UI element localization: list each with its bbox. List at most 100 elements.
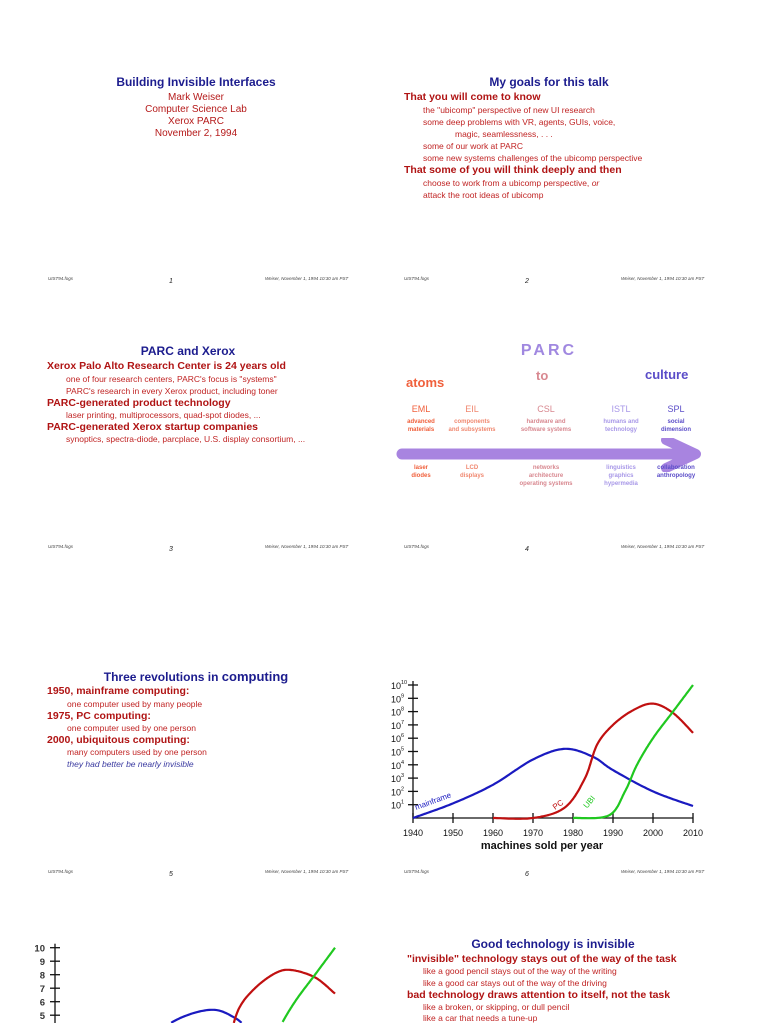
y-tick-exponent: 5 (401, 747, 404, 753)
y-tick-label: 9 (40, 957, 45, 968)
lab-products: laser diodes (411, 465, 431, 479)
y-tick-exponent: 3 (401, 773, 404, 779)
chart-linear: 5 6 7 8 9 10 (34, 943, 336, 1023)
bullet: like a broken, or skipping, or dull penc… (423, 1002, 570, 1012)
slide-title: Three revolutions in computing (104, 669, 288, 684)
bullet: synoptics, spectra-diode, parcplace, U.S… (66, 434, 306, 444)
lab-products: networks architecture operating systems (519, 465, 573, 487)
x-tick-label: 1980 (563, 828, 583, 838)
bullet: laser printing, multiprocessors, quad-sp… (66, 410, 261, 420)
lab-focus: components and subsystems (448, 419, 496, 433)
page-number: 5 (169, 871, 173, 878)
slide-title: PARC and Xerox (140, 344, 236, 358)
lab-name: ISTL (611, 404, 631, 414)
footer-timestamp: Weiser, November 1, 1994 10:30 am PST (621, 869, 705, 874)
heading: 1975, PC computing: (47, 710, 151, 722)
series-label: UBI (582, 794, 597, 810)
footer-filename: UIST94.fogs (404, 544, 430, 549)
label-to: to (536, 368, 549, 383)
footer-filename: UIST94.fogs (404, 276, 430, 281)
lab-name: EIL (465, 404, 479, 414)
lab: Computer Science Lab (145, 104, 247, 115)
org: Xerox PARC (168, 116, 224, 127)
bullet: magic, seamlessness, . . . (455, 129, 553, 139)
y-tick-label: 6 (40, 998, 45, 1009)
page-number: 1 (169, 278, 173, 285)
y-tick-label: 10 (391, 748, 401, 758)
bullet: the "ubicomp" perspective of new UI rese… (423, 105, 595, 115)
lab-name: EML (411, 404, 431, 414)
footer-filename: UIST94.fogs (48, 276, 74, 281)
bullet: like a good car stays out of the way of … (423, 978, 607, 988)
heading: That you will come to know (404, 91, 541, 103)
bullet: attack the root ideas of ubicomp (423, 190, 544, 200)
x-tick-label: 1940 (403, 828, 423, 838)
lab-focus: hardware and software systems (520, 419, 572, 433)
y-tick-label: 10 (34, 944, 45, 955)
footer-timestamp: Weiser, November 1, 1994 10:30 am PST (621, 544, 705, 549)
page-number: 3 (169, 546, 173, 553)
x-tick-label: 1990 (603, 828, 623, 838)
lab-focus: social dimension (660, 419, 692, 433)
label-culture: culture (645, 367, 689, 382)
heading: PARC-generated Xerox startup companies (47, 421, 259, 433)
heading: bad technology draws attention to itself… (407, 989, 671, 1001)
y-tick-label: 10 (391, 734, 401, 744)
y-tick-label: 10 (391, 774, 401, 784)
heading: "invisible" technology stays out of the … (407, 953, 677, 965)
x-tick-label: 1950 (443, 828, 463, 838)
y-tick-label: 10 (391, 761, 401, 771)
bullet: choose to work from a ubicomp perspectiv… (423, 178, 599, 188)
series-line-mainframe (170, 1008, 243, 1023)
bullet: many computers used by one person (67, 747, 207, 757)
arrow (396, 438, 701, 472)
y-tick-exponent: 7 (401, 720, 404, 726)
y-tick-label: 5 (40, 1011, 46, 1022)
page-number: 2 (525, 278, 529, 285)
bullet: one computer used by many people (67, 699, 203, 709)
page-number: 6 (525, 871, 529, 878)
arrow-head (661, 438, 701, 472)
y-tick-exponent: 1 (401, 800, 404, 806)
title-part: Three revolutions in (103, 670, 222, 684)
title-part: computing (221, 669, 289, 684)
bullet: one of four research centers, PARC's foc… (66, 374, 277, 384)
series-line-mainframe (412, 747, 694, 820)
series-line-pc (232, 968, 336, 1023)
series-line-ubi (281, 947, 336, 1023)
lab-products: collaboration anthropology (656, 465, 696, 479)
x-tick-label: 1960 (483, 828, 503, 838)
series-line-pc (493, 702, 694, 820)
y-tick-exponent: 9 (401, 693, 404, 699)
y-tick-exponent: 10 (401, 680, 407, 686)
bullet-or: or (591, 178, 600, 188)
lab-focus: humans and technology (603, 419, 639, 433)
slide-title: My goals for this talk (489, 75, 609, 89)
bullet: one computer used by one person (67, 723, 197, 733)
lab-name: SPL (667, 404, 685, 414)
author: Mark Weiser (168, 92, 224, 103)
heading: 2000, ubiquitous computing: (47, 734, 190, 746)
heading: 1950, mainframe computing: (47, 685, 190, 697)
y-tick-exponent: 6 (401, 733, 404, 739)
slide-title: Good technology is invisible (471, 937, 635, 951)
y-tick-exponent: 2 (401, 786, 404, 792)
y-tick-label: 10 (391, 694, 401, 704)
y-tick-label: 7 (40, 984, 45, 995)
date: November 2, 1994 (154, 128, 238, 139)
y-tick-label: 10 (391, 787, 401, 797)
lab-focus: advanced materials (407, 419, 435, 433)
bullet: some deep problems with VR, agents, GUIs… (423, 117, 616, 127)
label-atoms: atoms (406, 375, 445, 390)
x-tick-label: 2000 (643, 828, 663, 838)
footer-timestamp: Weiser, November 1, 1994 10:30 am PST (265, 276, 349, 281)
slide-title: Building Invisible Interfaces (116, 75, 276, 89)
bullet: some new systems challenges of the ubico… (423, 153, 643, 163)
footer-filename: UIST94.fogs (48, 544, 74, 549)
footer-filename: UIST94.fogs (48, 869, 74, 874)
y-tick-label: 10 (391, 708, 401, 718)
lab-name: CSL (537, 404, 555, 414)
slide-title: PARC (520, 342, 578, 359)
